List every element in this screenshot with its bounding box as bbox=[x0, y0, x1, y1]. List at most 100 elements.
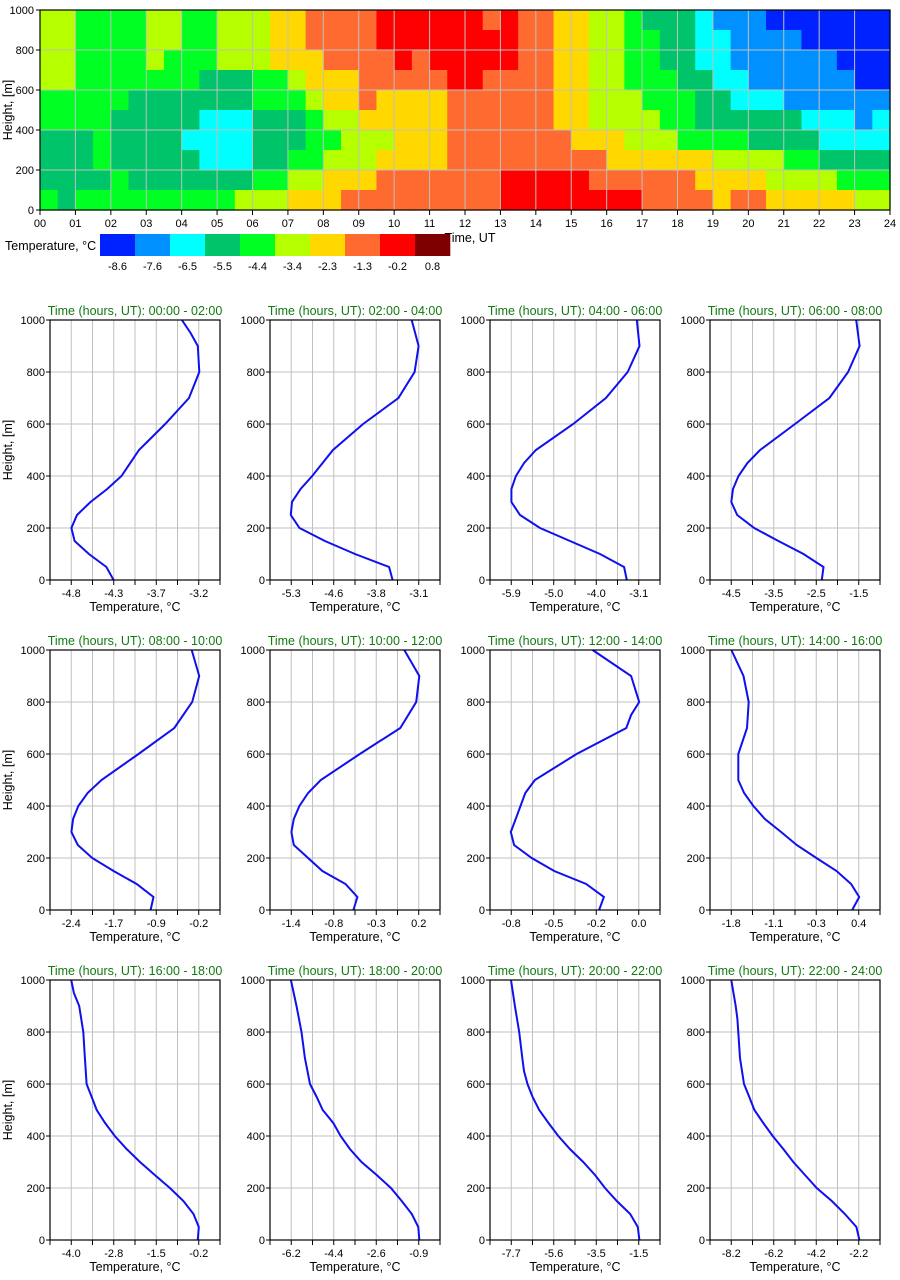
heatmap-cell bbox=[535, 50, 555, 71]
profile-x-axis-label: Temperature, °C bbox=[529, 1260, 620, 1274]
heatmap-cell bbox=[659, 10, 679, 31]
heatmap-cell bbox=[358, 30, 378, 51]
profile-title: Time (hours, UT): 22:00 - 24:00 bbox=[708, 964, 883, 978]
profile-panel bbox=[46, 649, 221, 915]
profile-y-tick-label: 600 bbox=[27, 1079, 45, 1091]
heatmap-cell bbox=[75, 130, 94, 151]
heatmap-cell bbox=[588, 150, 608, 171]
heatmap-cell bbox=[482, 190, 502, 211]
heatmap-cell bbox=[836, 110, 856, 131]
heatmap-cell bbox=[854, 110, 873, 131]
profile-title: Time (hours, UT): 18:00 - 20:00 bbox=[268, 964, 443, 978]
heatmap-cell bbox=[40, 50, 59, 71]
profile-x-tick-label: -0.3 bbox=[367, 918, 386, 930]
colorbar-level-label: -4.4 bbox=[248, 261, 267, 273]
heatmap-cell bbox=[323, 70, 342, 91]
heatmap-cell bbox=[836, 90, 856, 111]
heatmap-cell bbox=[500, 150, 519, 171]
heatmap-cell bbox=[57, 70, 77, 91]
profile-y-tick-label: 200 bbox=[247, 1183, 265, 1195]
heatmap-cell bbox=[57, 170, 77, 191]
heatmap-cell bbox=[57, 90, 77, 111]
heatmap-cell bbox=[677, 10, 696, 31]
colorbar-level-label: -5.5 bbox=[213, 261, 232, 273]
heatmap-cell bbox=[447, 90, 466, 111]
heatmap-cell bbox=[57, 130, 77, 151]
heatmap-cell bbox=[128, 30, 147, 51]
profile-panel bbox=[486, 319, 661, 585]
profile-y-tick-label: 1000 bbox=[241, 315, 265, 327]
heatmap-cell bbox=[535, 170, 555, 191]
heatmap-cell bbox=[624, 30, 643, 51]
heatmap-cell bbox=[659, 130, 679, 151]
heatmap-cell bbox=[323, 90, 342, 111]
profile-y-tick-label: 600 bbox=[687, 749, 705, 761]
profile-y-tick-label: 800 bbox=[27, 697, 45, 709]
profile-y-tick-label: 800 bbox=[27, 1027, 45, 1039]
heatmap-cell bbox=[181, 150, 200, 171]
profile-x-axis-label: Temperature, °C bbox=[749, 930, 840, 944]
heatmap-cell bbox=[128, 170, 147, 191]
heatmap-cell bbox=[40, 10, 59, 31]
heatmap-cell bbox=[341, 50, 360, 71]
heatmap-cell bbox=[659, 50, 679, 71]
profile-frame bbox=[709, 979, 881, 1241]
heatmap-cell bbox=[252, 170, 271, 191]
temperature-profile-line bbox=[730, 319, 861, 581]
heatmap-cell bbox=[677, 130, 696, 151]
heatmap-cell bbox=[270, 130, 289, 151]
heatmap-cell bbox=[730, 150, 749, 171]
heatmap-cell bbox=[819, 190, 838, 211]
profile-title: Time (hours, UT): 00:00 - 02:00 bbox=[48, 304, 223, 318]
profile-y-tick-label: 0 bbox=[479, 1235, 485, 1247]
heatmap-x-tick-label: 24 bbox=[884, 218, 896, 230]
profile-y-tick-label: 0 bbox=[259, 1235, 265, 1247]
heatmap-cell bbox=[447, 150, 466, 171]
colorbar-level-label: -0.2 bbox=[388, 261, 407, 273]
heatmap-cell bbox=[535, 150, 555, 171]
heatmap-cell bbox=[500, 170, 519, 191]
heatmap-cell bbox=[358, 70, 378, 91]
profile-y-axis-label: Height, [m] bbox=[1, 1080, 15, 1140]
colorbar-swatch bbox=[310, 234, 346, 256]
heatmap-cell bbox=[465, 130, 484, 151]
heatmap-cell bbox=[341, 110, 360, 131]
heatmap-cell bbox=[128, 50, 147, 71]
heatmap-cell bbox=[163, 90, 183, 111]
heatmap-cell bbox=[199, 90, 218, 111]
colorbar-swatch bbox=[275, 234, 311, 256]
heatmap-cell bbox=[819, 110, 838, 131]
heatmap-cell bbox=[642, 150, 661, 171]
heatmap-x-tick-label: 00 bbox=[34, 218, 46, 230]
heatmap-cell bbox=[305, 190, 324, 211]
heatmap-cell bbox=[323, 110, 342, 131]
heatmap-cell bbox=[783, 150, 803, 171]
heatmap-cell bbox=[217, 30, 236, 51]
profile-y-tick-label: 0 bbox=[699, 575, 705, 587]
heatmap-cell bbox=[57, 150, 77, 171]
heatmap-cell bbox=[677, 190, 696, 211]
heatmap-cell bbox=[234, 130, 254, 151]
profile-y-tick-label: 200 bbox=[27, 1183, 45, 1195]
profile-y-tick-label: 600 bbox=[247, 419, 265, 431]
heatmap-cell bbox=[465, 50, 484, 71]
profile-x-tick-label: -0.9 bbox=[409, 1248, 428, 1260]
profile-y-tick-label: 200 bbox=[467, 853, 485, 865]
heatmap-cell bbox=[376, 150, 395, 171]
heatmap-x-tick-label: 13 bbox=[494, 218, 506, 230]
profile-y-tick-label: 0 bbox=[259, 575, 265, 587]
heatmap-y-tick-label: 800 bbox=[16, 45, 34, 57]
heatmap-cell bbox=[93, 10, 112, 31]
profile-y-tick-label: 1000 bbox=[461, 645, 485, 657]
heatmap-cell bbox=[695, 90, 714, 111]
heatmap-cell bbox=[730, 50, 749, 71]
profile-x-axis-label: Temperature, °C bbox=[89, 930, 180, 944]
heatmap-cell bbox=[571, 130, 590, 151]
profile-x-tick-label: -4.8 bbox=[62, 588, 81, 600]
temperature-profile-line bbox=[509, 649, 641, 911]
profile-x-tick-label: -3.2 bbox=[189, 588, 208, 600]
heatmap-cell bbox=[128, 190, 147, 211]
heatmap-cell bbox=[287, 130, 307, 151]
profile-y-tick-label: 400 bbox=[467, 471, 485, 483]
heatmap-cell bbox=[819, 170, 838, 191]
